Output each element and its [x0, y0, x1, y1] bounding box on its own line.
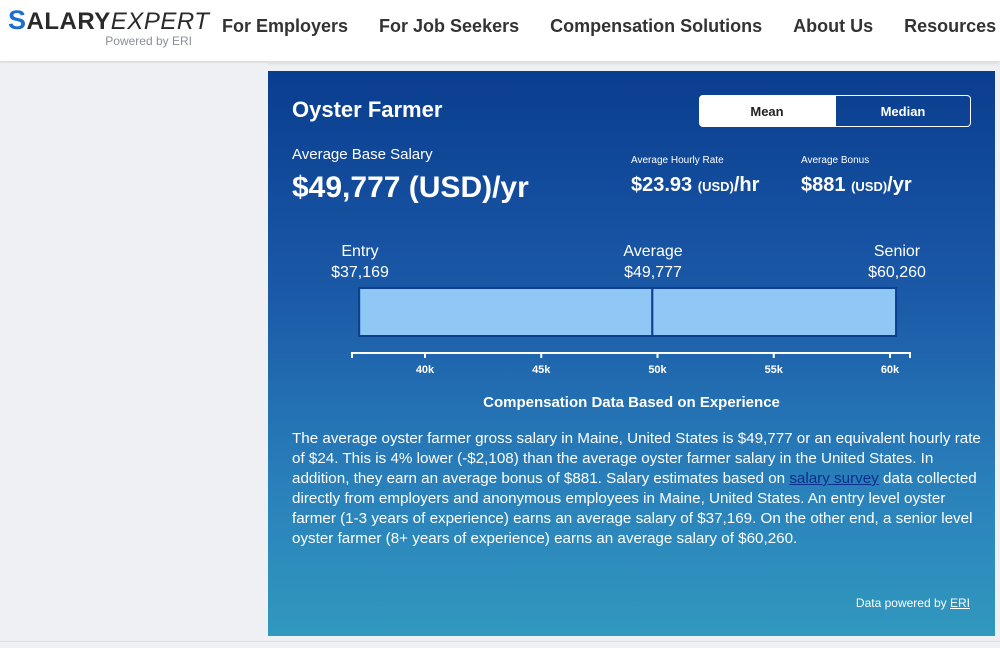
chart-caption: Compensation Data Based on Experience — [483, 394, 780, 411]
senior-range-label: Senior $60,260 — [864, 241, 930, 283]
x-tick-label: 45k — [532, 364, 551, 376]
median-button[interactable]: Median — [835, 95, 971, 127]
x-tick-label: 50k — [648, 364, 667, 376]
main-nav: For Employers For Job Seekers Compensati… — [222, 16, 1000, 37]
average-hourly-rate-value: $23.93 (USD)/hr — [631, 174, 759, 197]
powered-text: Data powered by — [855, 596, 950, 610]
description-text-2: data collected directly from employers a… — [292, 470, 977, 547]
average-bonus-label: Average Bonus — [801, 155, 870, 166]
hourly-suffix: /hr — [733, 174, 760, 196]
entry-value: $37,169 — [331, 264, 389, 281]
bonus-amount: $881 — [801, 174, 846, 196]
description-text-1: The average oyster farmer gross salary i… — [292, 430, 981, 487]
data-powered-by: Data powered by ERI — [856, 596, 970, 610]
senior-label: Senior — [873, 243, 921, 260]
average-hourly-rate-label: Average Hourly Rate — [631, 155, 724, 166]
job-title: Oyster Farmer — [292, 97, 443, 122]
average-range-label: Average $49,777 — [618, 241, 688, 283]
bar-average-to-senior — [651, 287, 898, 337]
senior-value: $60,260 — [868, 264, 926, 281]
bar-entry-to-average — [358, 287, 654, 337]
salary-survey-link[interactable]: salary survey — [789, 470, 879, 487]
left-sidebar-area — [0, 63, 268, 648]
average-base-salary-label: Average Base Salary — [292, 146, 433, 163]
bonus-suffix: /yr — [887, 174, 912, 196]
mean-median-toggle: Mean Median — [699, 95, 971, 127]
mean-button[interactable]: Mean — [699, 95, 835, 127]
salary-range-chart: 40k 45k 50k 55k 60k — [351, 287, 911, 376]
nav-about-us[interactable]: About Us — [793, 16, 874, 36]
nav-for-employers[interactable]: For Employers — [222, 16, 349, 36]
hourly-amount: $23.93 — [631, 174, 693, 196]
bonus-unit: (USD) — [851, 179, 888, 194]
salary-card: Oyster Farmer Mean Median Average Base S… — [268, 71, 995, 636]
average-label: Average — [623, 243, 683, 260]
average-bonus-value: $881 (USD)/yr — [801, 174, 912, 197]
eri-link[interactable]: ERI — [949, 596, 970, 610]
nav-compensation-solutions[interactable]: Compensation Solutions — [550, 16, 763, 36]
salary-description: The average oyster farmer gross salary i… — [292, 429, 982, 549]
page-divider — [0, 641, 1000, 642]
nav-resources[interactable]: Resources — [904, 16, 997, 36]
x-tick-label: 40k — [416, 364, 435, 376]
logo-powered-by: Powered by ERI — [105, 34, 192, 48]
x-tick-label: 55k — [765, 364, 784, 376]
entry-label: Entry — [341, 243, 379, 260]
nav-for-job-seekers[interactable]: For Job Seekers — [379, 16, 520, 36]
hourly-unit: (USD) — [697, 179, 734, 194]
average-value: $49,777 — [624, 264, 682, 281]
logo-wordmark: SALARYEXPERT — [8, 5, 210, 35]
top-navigation-bar: SALARYEXPERT Powered by ERI For Employer… — [0, 0, 1000, 62]
salaryexpert-logo[interactable]: SALARYEXPERT Powered by ERI — [8, 5, 210, 54]
entry-range-label: Entry $37,169 — [328, 241, 392, 283]
x-tick-label: 60k — [881, 364, 900, 376]
average-base-salary-value: $49,777 (USD)/yr — [292, 171, 529, 204]
